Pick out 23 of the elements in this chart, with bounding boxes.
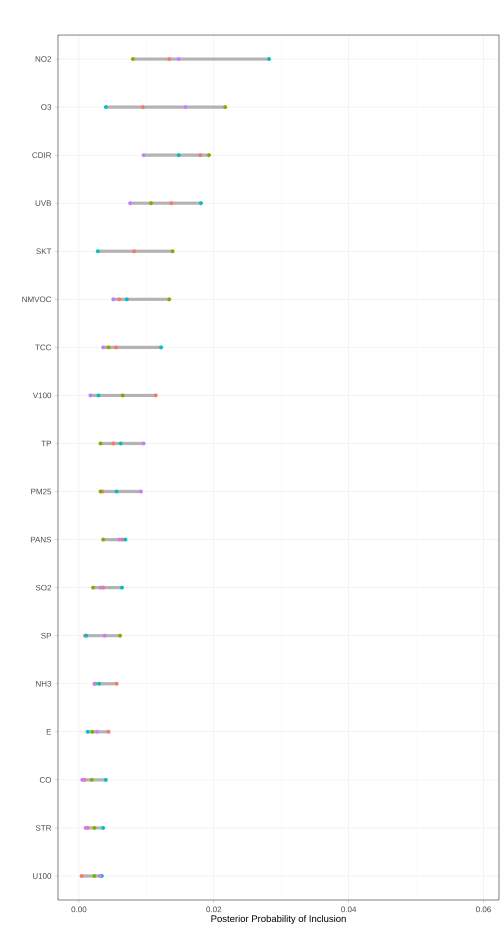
y-tick-label: NO2 [36,56,52,62]
y-tick-label: TP [41,440,52,446]
x-tick-label: 0.02 [206,906,222,912]
y-tick-label: NH3 [36,680,52,687]
x-tick-label: 0.06 [476,906,491,912]
y-tick-label: SP [41,632,52,639]
y-tick-label: SKT [36,248,52,254]
x-tick-label: 0.04 [341,906,356,912]
y-tick-label: E [46,729,52,735]
y-tick-label: TCC [35,344,52,350]
y-tick-label: U100 [32,873,52,879]
y-tick-label: O3 [41,104,52,110]
y-tick-label: CDIR [32,152,52,158]
y-tick-label: UVB [36,200,52,206]
y-tick-label: NMVOC [22,296,52,302]
y-tick-label: STR [36,825,52,831]
y-tick-label: PANS [30,536,52,542]
y-tick-label: SO2 [36,584,52,590]
x-axis-title: Posterior Probability of Inclusion [211,915,346,924]
x-tick-label: 0.00 [71,906,86,912]
y-tick-label: PM25 [31,488,52,494]
y-tick-label: V100 [32,392,52,398]
y-tick-label: CO [40,777,52,783]
